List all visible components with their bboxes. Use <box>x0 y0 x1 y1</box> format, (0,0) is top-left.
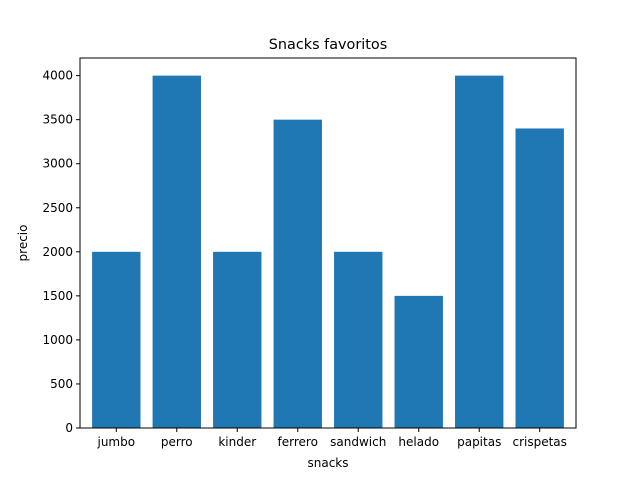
bar-crispetas <box>515 128 564 428</box>
chart-title: Snacks favoritos <box>269 37 387 53</box>
bars-layer <box>92 75 564 429</box>
x-tick-label-kinder: kinder <box>218 435 256 449</box>
y-tick-label: 2000 <box>42 245 73 259</box>
x-tick-label-ferrero: ferrero <box>278 435 318 449</box>
bar-sandwich <box>334 251 383 428</box>
y-tick-label: 3000 <box>42 157 73 171</box>
y-tick-label: 500 <box>50 377 73 391</box>
bar-papitas <box>455 75 504 428</box>
plot-frame <box>79 57 577 429</box>
x-axis: jumbo perro kinder ferrero sandwich helado pap… <box>96 428 567 449</box>
y-axis: 0 500 1000 1500 2000 2500 3000 3500 4000 <box>42 69 80 435</box>
bar-ferrero <box>273 119 322 429</box>
y-tick-label: 1000 <box>42 333 73 347</box>
y-tick-label: 1500 <box>42 289 73 303</box>
y-axis-label: precio <box>16 225 30 262</box>
bar-helado <box>394 295 443 428</box>
x-tick-label-papitas: papitas <box>457 435 501 449</box>
x-tick-label-jumbo: jumbo <box>96 435 135 449</box>
y-tick-label: 2500 <box>42 201 73 215</box>
bar-perro <box>152 75 201 428</box>
x-tick-label-helado: helado <box>398 435 439 449</box>
y-tick-label: 4000 <box>42 69 73 83</box>
x-tick-label-perro: perro <box>161 435 193 449</box>
x-tick-label-crispetas: crispetas <box>512 435 566 449</box>
y-tick-label: 3500 <box>42 113 73 127</box>
bar-kinder <box>213 251 262 428</box>
y-tick-label: 0 <box>65 421 73 435</box>
x-axis-label: snacks <box>307 456 348 470</box>
x-tick-label-sandwich: sandwich <box>330 435 386 449</box>
bar-jumbo <box>92 251 141 428</box>
